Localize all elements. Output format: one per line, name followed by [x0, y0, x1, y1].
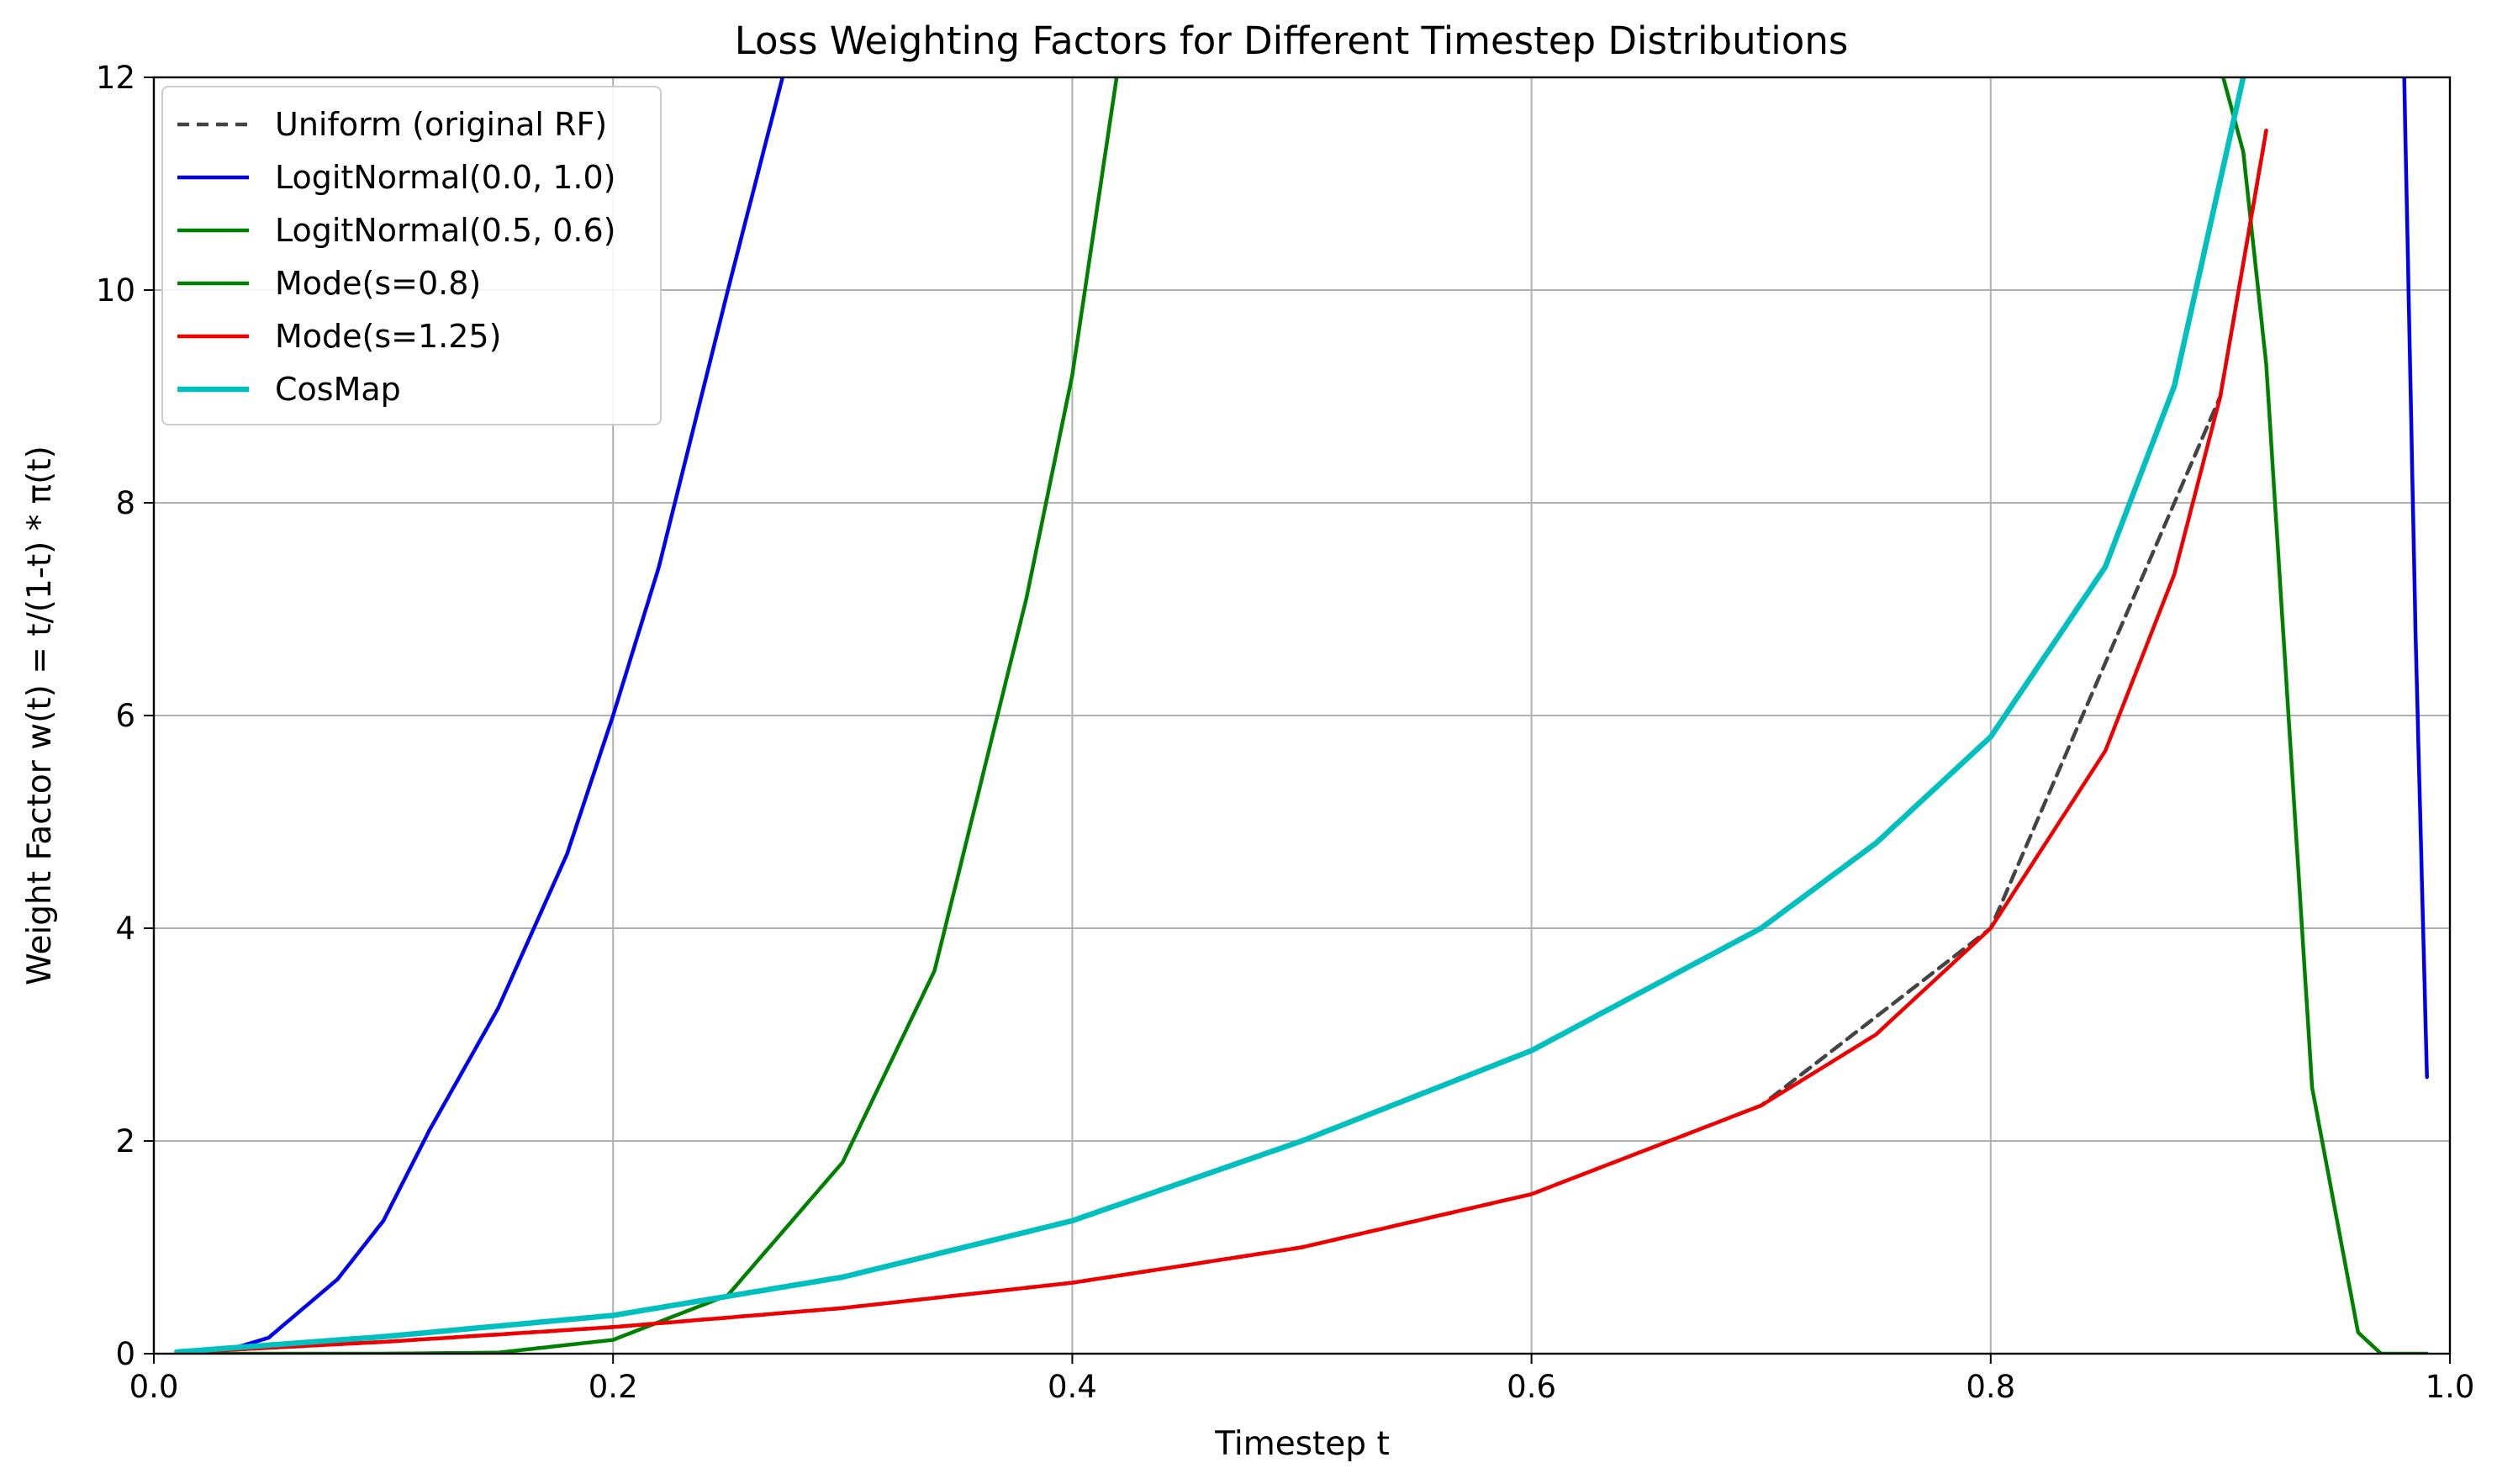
y-tick-label: 6: [115, 698, 135, 734]
series-line-2: [175, 77, 2429, 1354]
series-line-4: [175, 129, 2268, 1354]
legend-label: LogitNormal(0.0, 1.0): [275, 159, 616, 196]
x-tick-label: 1.0: [2426, 1369, 2475, 1405]
legend-label: LogitNormal(0.5, 0.6): [275, 212, 616, 249]
legend-label: CosMap: [275, 371, 401, 408]
y-tick-label: 12: [96, 60, 135, 96]
legend-box: [161, 86, 662, 425]
x-tick-label: 0.8: [1966, 1369, 2015, 1405]
series-layer: [174, 77, 2429, 1354]
y-axis-title: Weight Factor w(t) = t/(1-t) * π(t): [21, 446, 59, 985]
ticks: 0.0 0.2 0.4 0.6 0.8 1.0 0 2 4 6 8 10 12: [96, 60, 2475, 1405]
x-tick-label: 0.6: [1507, 1369, 1556, 1405]
legend-label: Mode(s=1.25): [275, 318, 501, 355]
chart-title: Loss Weighting Factors for Different Tim…: [735, 18, 1849, 63]
series-line-5: [174, 77, 2246, 1354]
series-line-1: [175, 77, 2429, 1354]
legend: Uniform (original RF) LogitNormal(0.0, 1.…: [161, 86, 662, 425]
y-tick-label: 8: [115, 485, 135, 521]
x-tick-label: 0.0: [129, 1369, 179, 1405]
y-tick-label: 2: [115, 1123, 135, 1159]
y-tick-label: 0: [115, 1336, 135, 1372]
x-axis-title: Timestep t: [1214, 1425, 1390, 1463]
legend-label: Uniform (original RF): [275, 106, 607, 143]
x-tick-label: 0.4: [1048, 1369, 1097, 1405]
legend-label: Mode(s=0.8): [275, 265, 481, 302]
y-tick-label: 4: [115, 911, 135, 947]
y-tick-label: 10: [96, 272, 135, 309]
x-tick-label: 0.2: [589, 1369, 638, 1405]
